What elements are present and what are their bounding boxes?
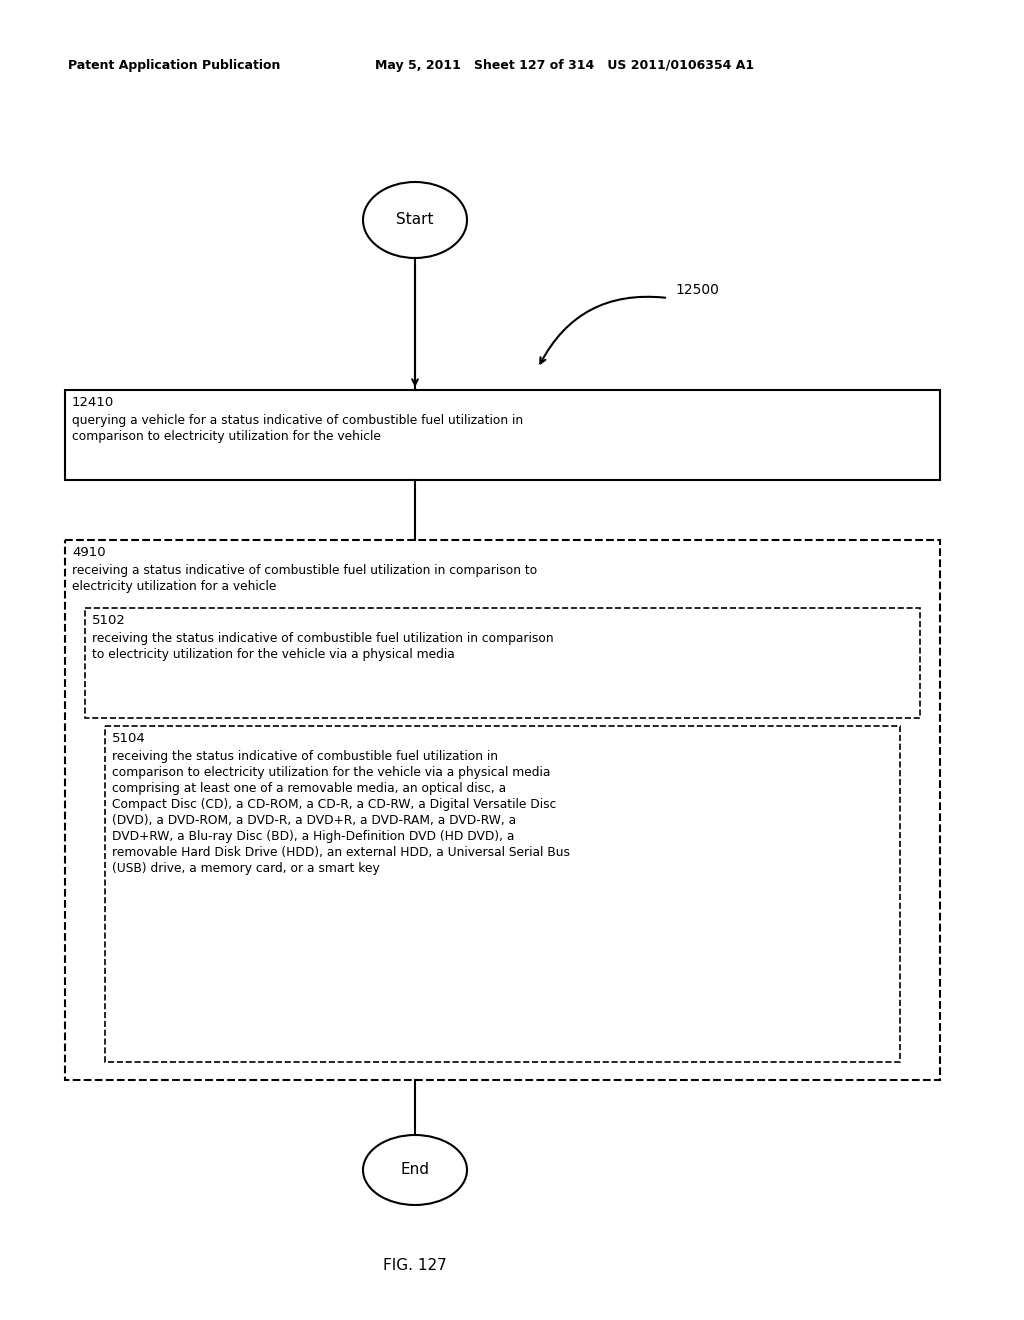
Text: May 5, 2011   Sheet 127 of 314   US 2011/0106354 A1: May 5, 2011 Sheet 127 of 314 US 2011/010… (375, 59, 754, 73)
Text: Start: Start (396, 213, 434, 227)
Bar (65, 389, 940, 480)
Text: comparison to electricity utilization for the vehicle: comparison to electricity utilization fo… (72, 430, 381, 444)
Text: DVD+RW, a Blu-ray Disc (BD), a High-Definition DVD (HD DVD), a: DVD+RW, a Blu-ray Disc (BD), a High-Defi… (112, 830, 514, 843)
Text: Patent Application Publication: Patent Application Publication (68, 59, 281, 73)
Text: electricity utilization for a vehicle: electricity utilization for a vehicle (72, 579, 276, 593)
Text: (USB) drive, a memory card, or a smart key: (USB) drive, a memory card, or a smart k… (112, 862, 380, 875)
Text: to electricity utilization for the vehicle via a physical media: to electricity utilization for the vehic… (92, 648, 455, 661)
Text: receiving the status indicative of combustible fuel utilization in comparison: receiving the status indicative of combu… (92, 632, 554, 645)
Text: 12410: 12410 (72, 396, 115, 409)
Text: Compact Disc (CD), a CD-ROM, a CD-R, a CD-RW, a Digital Versatile Disc: Compact Disc (CD), a CD-ROM, a CD-R, a C… (112, 799, 556, 810)
Text: 12500: 12500 (675, 282, 719, 297)
Bar (105, 726, 900, 1063)
Text: 4910: 4910 (72, 546, 105, 558)
Text: querying a vehicle for a status indicative of combustible fuel utilization in: querying a vehicle for a status indicati… (72, 414, 523, 426)
Text: comprising at least one of a removable media, an optical disc, a: comprising at least one of a removable m… (112, 781, 506, 795)
Text: 5104: 5104 (112, 733, 145, 744)
Text: receiving a status indicative of combustible fuel utilization in comparison to: receiving a status indicative of combust… (72, 564, 538, 577)
Text: 5102: 5102 (92, 614, 126, 627)
Text: (DVD), a DVD-ROM, a DVD-R, a DVD+R, a DVD-RAM, a DVD-RW, a: (DVD), a DVD-ROM, a DVD-R, a DVD+R, a DV… (112, 814, 516, 828)
Text: receiving the status indicative of combustible fuel utilization in: receiving the status indicative of combu… (112, 750, 498, 763)
Text: removable Hard Disk Drive (HDD), an external HDD, a Universal Serial Bus: removable Hard Disk Drive (HDD), an exte… (112, 846, 570, 859)
Bar (85, 609, 920, 718)
Text: End: End (400, 1163, 429, 1177)
Text: comparison to electricity utilization for the vehicle via a physical media: comparison to electricity utilization fo… (112, 766, 550, 779)
Text: FIG. 127: FIG. 127 (383, 1258, 446, 1272)
Bar (65, 540, 940, 1080)
